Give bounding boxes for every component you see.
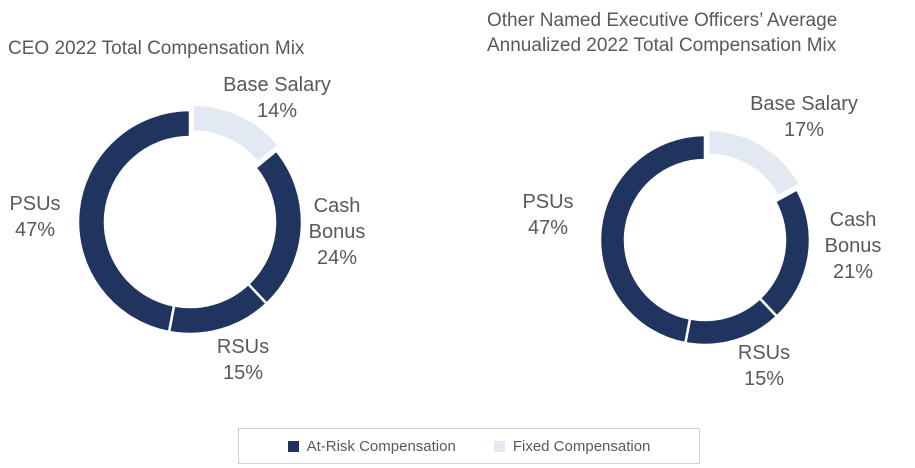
donut-slice [706, 128, 802, 198]
slice-value: 17% [783, 119, 825, 141]
legend-swatch [493, 440, 505, 452]
slice-value: 15% [222, 362, 264, 384]
donut-slice [246, 148, 304, 306]
slice-category: Base Salary [223, 74, 331, 96]
chart-title: CEO 2022 Total Compensation Mix [8, 38, 305, 59]
slice-value: 24% [316, 247, 358, 269]
slice-value: 21% [832, 261, 874, 283]
slice-label: Base Salary 14% [197, 72, 357, 124]
slice-label: RSUs 15% [719, 340, 809, 392]
legend-swatch [287, 440, 299, 452]
slice-label: PSUs 47% [0, 191, 70, 243]
slice-category: PSUs [9, 193, 61, 215]
slice-category: Base Salary [750, 93, 858, 115]
slice-label: Base Salary 17% [724, 91, 884, 143]
slice-category: RSUs [216, 336, 270, 358]
legend-label: At-Risk Compensation [306, 437, 456, 455]
slice-label: Cash Bonus 21% [818, 207, 888, 285]
legend-label: Fixed Compensation [512, 437, 651, 455]
legend-item: Fixed Compensation [493, 437, 651, 455]
slice-value: 14% [256, 100, 298, 122]
donut-slice [757, 187, 812, 319]
chart-title: Other Named Executive Officers’ Average … [487, 10, 838, 56]
slice-category: RSUs [737, 342, 791, 364]
slice-category: Cash Bonus [308, 195, 366, 243]
legend-item: At-Risk Compensation [287, 437, 456, 455]
legend: At-Risk Compensation Fixed Compensation [238, 428, 700, 464]
slice-label: RSUs 15% [198, 334, 288, 386]
donut-slice [191, 103, 281, 165]
donut-slice [683, 296, 779, 347]
slice-category: Cash Bonus [824, 209, 882, 257]
slice-category: PSUs [522, 191, 574, 213]
slice-label: PSUs 47% [513, 189, 583, 241]
donut-slice [167, 282, 269, 336]
donut-slice [598, 133, 707, 345]
slice-value: 47% [14, 219, 56, 241]
slice-value: 15% [743, 368, 785, 390]
slice-value: 47% [527, 217, 569, 239]
slice-label: Cash Bonus 24% [302, 193, 372, 271]
donut-slice [76, 108, 192, 334]
